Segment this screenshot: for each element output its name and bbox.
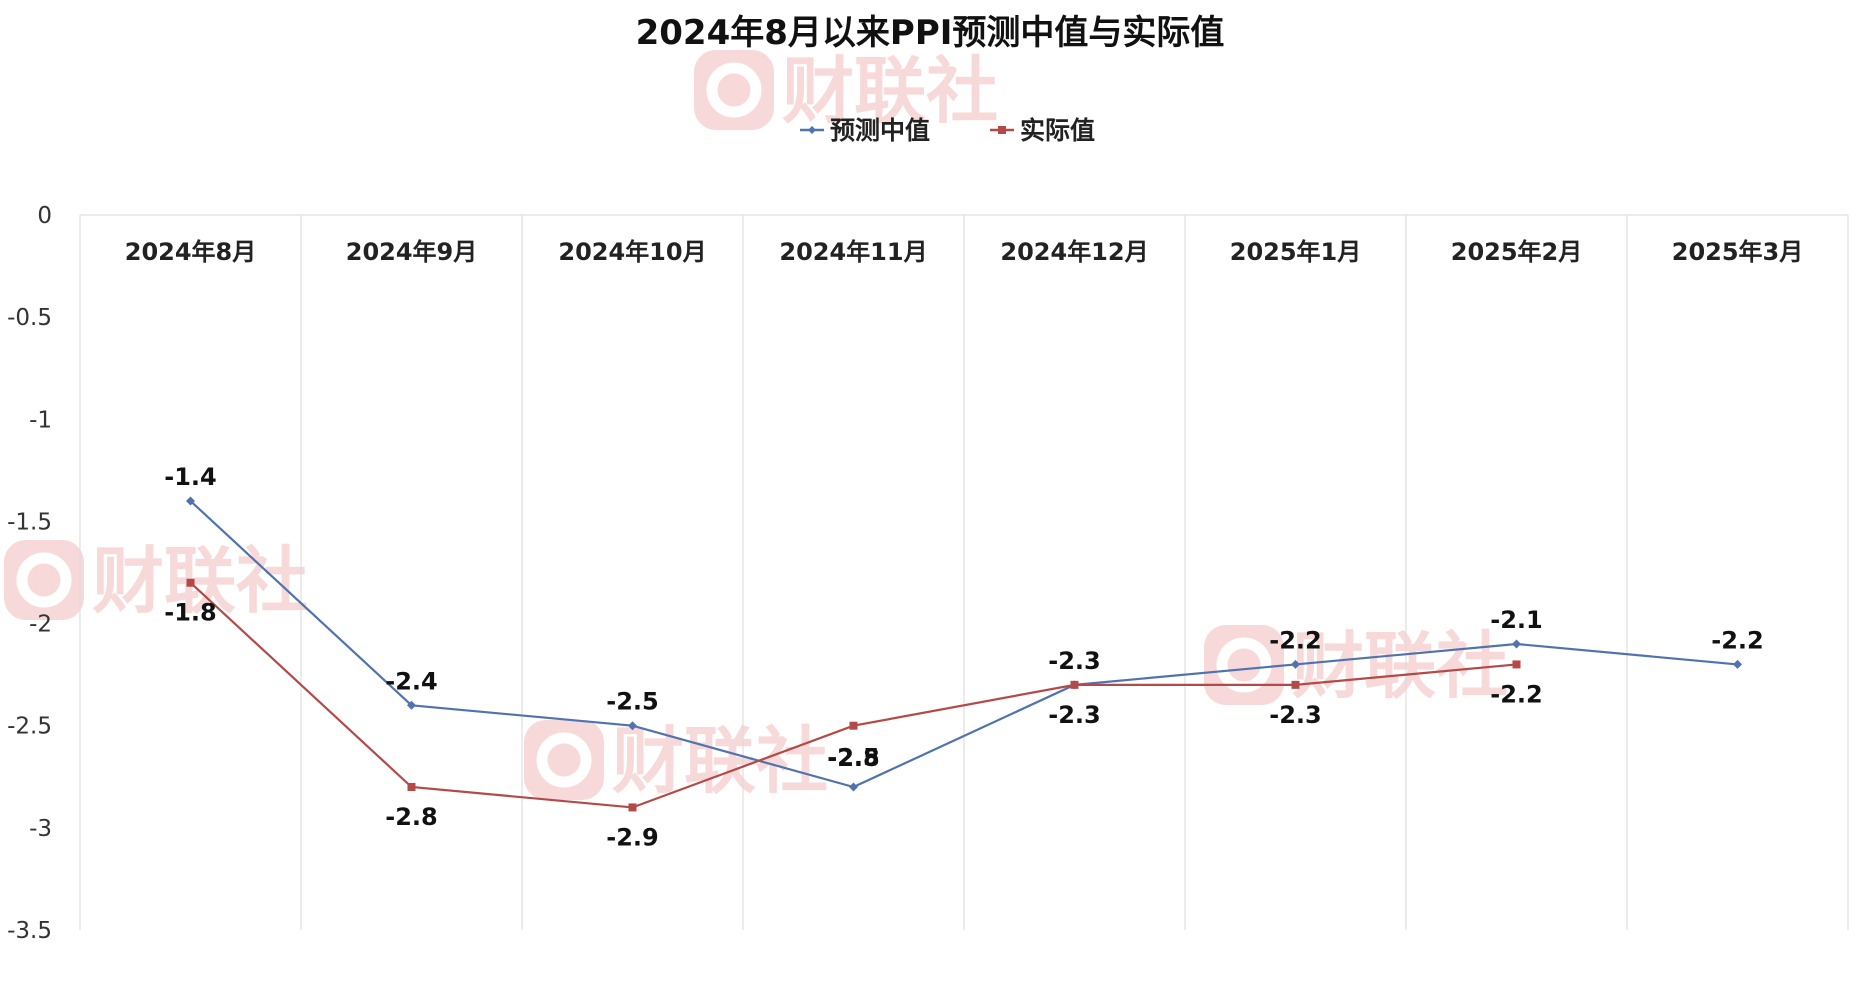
watermark-text: 财联社: [92, 539, 308, 623]
data-label: -2.5: [827, 744, 879, 772]
axis-labels: 0 -0.5 -1 -1.5 -2 -2.5 -3 -3.5 2024年8月 2024年9月 202…: [7, 203, 1803, 944]
y-tick-label: -0.5: [7, 305, 52, 331]
data-label: -2.1: [1490, 606, 1542, 634]
data-label: -2.5: [606, 688, 658, 716]
y-tick-label: -1: [29, 407, 52, 433]
point-marker: [628, 803, 637, 812]
watermark-c-icon: [536, 732, 592, 788]
data-label: -2.2: [1490, 680, 1542, 708]
data-label: -1.4: [164, 463, 216, 491]
point-marker: [1291, 680, 1300, 689]
point-marker: [1512, 660, 1521, 669]
y-tick-label: -2.5: [7, 714, 52, 740]
x-tick-label: 2025年3月: [1672, 238, 1804, 266]
watermark-logo: 财联社: [524, 719, 828, 803]
data-label: -1.8: [164, 599, 216, 627]
point-marker: [628, 721, 637, 731]
y-tick-label: 0: [37, 203, 52, 229]
point-marker: [186, 496, 195, 506]
data-labels: -1.4-2.4-2.5-2.8-2.3-2.2-2.1-2.2-1.8-2.8…: [164, 463, 1763, 851]
watermark-text: 财联社: [1292, 624, 1508, 708]
data-label: -2.9: [606, 823, 658, 851]
x-tick-label: 2024年12月: [1000, 238, 1148, 266]
data-label: -2.2: [1269, 626, 1321, 654]
x-tick-label: 2024年8月: [125, 238, 257, 266]
watermark-c-icon: [16, 552, 72, 608]
watermark-badge: [4, 540, 84, 620]
data-label: -2.2: [1711, 626, 1763, 654]
x-tick-label: 2025年1月: [1230, 238, 1362, 266]
watermark-logo: 财联社: [1204, 624, 1508, 708]
point-marker: [1733, 659, 1742, 669]
data-label: -2.3: [1048, 647, 1100, 675]
watermark-text: 财联社: [782, 49, 998, 133]
legend-marker-forecast: [808, 126, 816, 134]
point-marker: [186, 578, 195, 587]
watermark-text: 财联社: [612, 719, 828, 803]
legend-label-forecast: 预测中值: [830, 116, 930, 145]
series-markers: [186, 496, 1742, 812]
point-marker: [849, 782, 858, 792]
watermark-logo: 财联社: [694, 49, 998, 133]
y-tick-label: -2: [29, 612, 52, 638]
point-marker: [1291, 659, 1300, 669]
watermark-badge: [524, 720, 604, 800]
data-label: -2.4: [385, 667, 437, 695]
data-label: -2.3: [1269, 701, 1321, 729]
legend-marker-actual: [998, 126, 1006, 134]
watermark-c-icon: [1216, 637, 1272, 693]
y-tick-label: -1.5: [7, 509, 52, 535]
watermark-badge: [694, 50, 774, 130]
x-tick-label: 2024年10月: [558, 238, 706, 266]
x-tick-label: 2025年2月: [1451, 238, 1583, 266]
chart-title: 2024年8月以来PPI预测中值与实际值: [636, 13, 1225, 53]
series-line-0: [189, 500, 1738, 789]
y-tick-label: -3: [29, 816, 52, 842]
point-marker: [849, 721, 858, 730]
legend-label-actual: 实际值: [1020, 116, 1095, 145]
y-tick-label: -3.5: [7, 918, 52, 944]
watermark-logo: 财联社: [4, 539, 308, 623]
legend: 预测中值 实际值: [800, 116, 1095, 145]
grid-lines: [79, 214, 1849, 930]
watermark-c-icon: [706, 62, 762, 118]
point-marker: [407, 783, 416, 791]
data-label: -2.3: [1048, 701, 1100, 729]
x-tick-label: 2024年9月: [346, 238, 478, 266]
point-marker: [407, 700, 416, 710]
point-marker: [1512, 639, 1521, 649]
data-label: -2.8: [827, 744, 879, 772]
point-marker: [1070, 680, 1079, 689]
x-tick-label: 2024年11月: [779, 238, 927, 266]
data-label: -2.8: [385, 803, 437, 831]
